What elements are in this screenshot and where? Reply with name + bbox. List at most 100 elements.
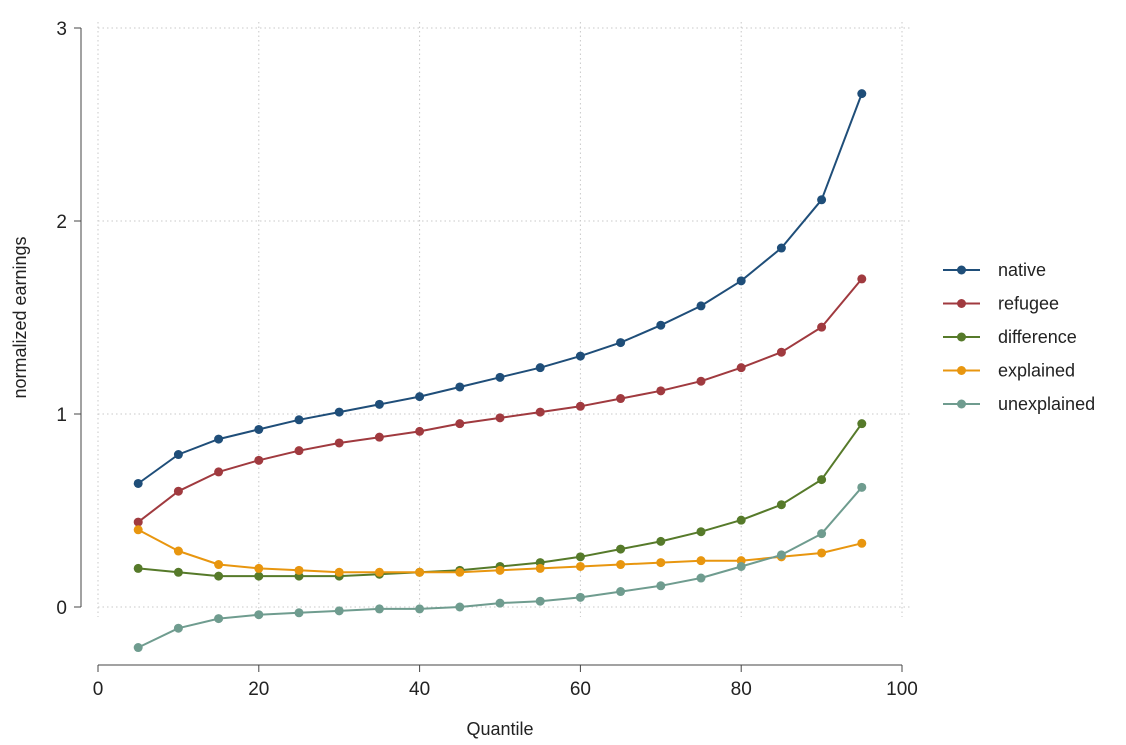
point-unexplained-1 (173, 623, 183, 633)
series-line-difference (138, 423, 863, 578)
point-explained-14 (696, 556, 706, 566)
point-refugee-17 (817, 322, 827, 332)
point-difference-12 (616, 544, 626, 554)
point-difference-17 (817, 475, 827, 485)
point-refugee-16 (776, 347, 786, 357)
legend-marker-difference (957, 332, 966, 342)
point-unexplained-16 (776, 550, 786, 560)
gridlines (97, 22, 912, 617)
point-native-17 (817, 195, 827, 205)
point-refugee-11 (575, 401, 585, 411)
point-difference-0 (133, 563, 143, 573)
legend-label-native: native (998, 260, 1046, 280)
y-tick-label-3: 3 (56, 19, 67, 40)
point-unexplained-13 (656, 581, 666, 591)
point-refugee-9 (495, 413, 505, 423)
point-explained-11 (575, 561, 585, 571)
legend-marker-refugee (957, 299, 966, 308)
point-difference-11 (575, 552, 585, 562)
point-explained-9 (495, 565, 505, 575)
point-explained-12 (616, 560, 626, 570)
point-unexplained-12 (616, 587, 626, 597)
point-refugee-0 (133, 517, 143, 527)
point-difference-15 (736, 515, 746, 525)
legend-label-refugee: refugee (998, 294, 1059, 314)
legend-marker-explained (957, 366, 966, 375)
point-unexplained-3 (254, 610, 264, 620)
point-native-1 (173, 450, 183, 460)
point-explained-5 (334, 567, 344, 577)
legend-marker-native (957, 265, 966, 275)
point-unexplained-8 (455, 602, 465, 612)
point-unexplained-11 (575, 592, 585, 602)
point-native-10 (535, 363, 545, 373)
series-line-native (137, 93, 863, 485)
point-native-8 (455, 382, 465, 392)
point-native-18 (857, 89, 867, 99)
point-explained-18 (857, 538, 867, 548)
point-native-16 (776, 243, 786, 253)
point-refugee-4 (294, 446, 304, 456)
x-tick-label-4: 80 (731, 679, 752, 700)
point-native-4 (294, 415, 304, 425)
point-refugee-3 (254, 455, 264, 465)
point-refugee-8 (455, 419, 465, 429)
point-unexplained-18 (857, 482, 867, 492)
point-explained-17 (817, 548, 827, 558)
point-native-9 (495, 372, 505, 382)
point-unexplained-15 (736, 561, 746, 571)
point-unexplained-4 (294, 608, 304, 618)
y-axis-title: normalized earnings (10, 236, 30, 398)
point-explained-3 (254, 563, 264, 573)
point-unexplained-2 (214, 614, 224, 624)
point-native-7 (415, 392, 425, 402)
point-native-13 (656, 320, 666, 330)
point-refugee-14 (696, 376, 706, 386)
point-unexplained-10 (535, 596, 545, 606)
legend-label-explained: explained (998, 361, 1075, 381)
point-native-3 (254, 424, 264, 434)
point-refugee-1 (173, 486, 183, 496)
x-tick-label-2: 40 (409, 679, 430, 700)
point-unexplained-0 (133, 643, 143, 653)
point-native-14 (696, 301, 706, 311)
point-unexplained-17 (817, 529, 827, 539)
point-difference-13 (656, 536, 666, 546)
point-unexplained-14 (696, 573, 706, 583)
legend: native refugee difference explained unexplai… (943, 260, 1095, 414)
legend-marker-unexplained (957, 399, 966, 409)
legend-label-unexplained: unexplained (998, 394, 1095, 414)
point-native-5 (334, 407, 344, 417)
y-tick-label-2: 2 (56, 212, 67, 233)
point-native-2 (214, 434, 224, 444)
legend-label-difference: difference (998, 327, 1077, 347)
series-line-refugee (137, 278, 863, 523)
point-native-0 (133, 478, 143, 488)
series-layer (133, 89, 867, 653)
point-explained-10 (535, 563, 545, 573)
point-explained-2 (214, 560, 224, 570)
axes: 0 20 40 60 80 100 0 1 2 3 (56, 19, 917, 700)
point-refugee-10 (535, 407, 545, 417)
point-difference-16 (776, 500, 786, 510)
x-axis-title: Quantile (466, 719, 533, 739)
point-refugee-2 (214, 467, 224, 477)
point-difference-14 (696, 527, 706, 537)
point-refugee-18 (857, 274, 867, 284)
point-unexplained-6 (374, 604, 384, 614)
point-explained-0 (133, 525, 143, 535)
point-difference-18 (857, 419, 867, 429)
point-native-12 (616, 338, 626, 348)
point-refugee-13 (656, 386, 666, 396)
point-refugee-12 (616, 394, 626, 404)
point-explained-8 (455, 567, 465, 577)
point-explained-6 (374, 567, 384, 577)
x-tick-label-1: 20 (248, 679, 269, 700)
point-unexplained-7 (415, 604, 425, 614)
point-native-11 (575, 351, 585, 361)
point-refugee-6 (374, 432, 384, 442)
point-unexplained-9 (495, 598, 505, 608)
point-native-15 (736, 276, 746, 286)
point-difference-2 (214, 571, 224, 581)
